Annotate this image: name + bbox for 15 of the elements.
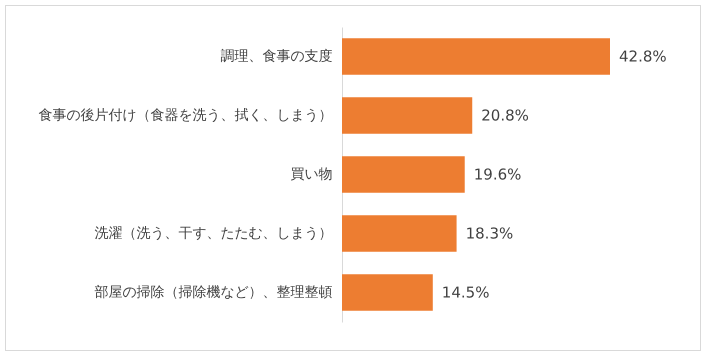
data-label: 14.5% (442, 284, 490, 302)
bar (342, 156, 465, 193)
bar (342, 38, 610, 75)
data-label: 19.6% (474, 166, 522, 184)
data-label: 42.8% (619, 48, 667, 66)
bar (342, 97, 472, 134)
data-label: 18.3% (466, 224, 514, 242)
y-tick-label: 調理、食事の支度 (220, 48, 332, 64)
y-tick-label: 買い物 (290, 166, 332, 182)
y-tick-label: 食事の後片付け（食器を洗う、拭く、しまう） (38, 108, 332, 124)
bar (342, 274, 433, 311)
y-tick-label: 洗濯（洗う、干す、たたむ、しまう） (94, 226, 332, 242)
y-tick-label: 部屋の掃除（掃除機など）、整理整頓 (94, 284, 332, 300)
data-label: 20.8% (481, 106, 529, 124)
bar (342, 215, 457, 252)
